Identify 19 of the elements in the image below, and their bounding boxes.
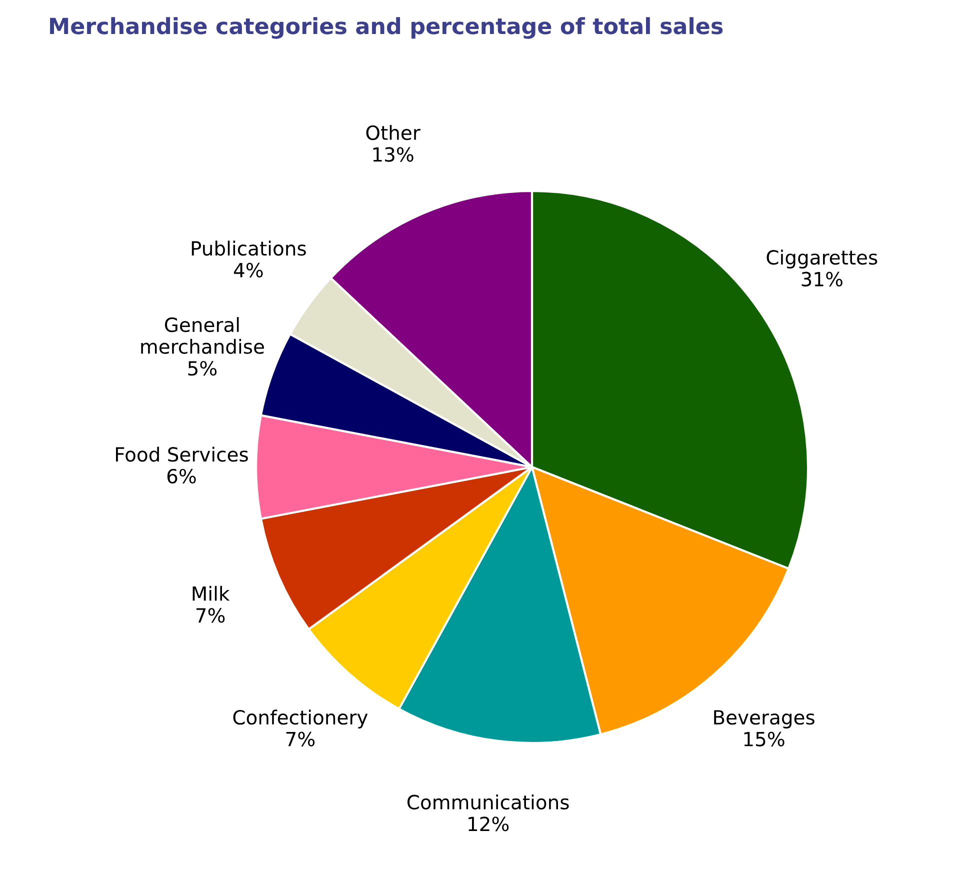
data-label: 12% (468, 816, 509, 832)
slice-label: Beverages (714, 710, 814, 728)
slice-label: Milk (192, 586, 230, 601)
data-label: 31% (802, 272, 842, 287)
data-label: 7% (196, 608, 225, 623)
data-label: 5% (188, 360, 217, 376)
slice-label: Ciggarettes (766, 250, 878, 268)
data-label: 13% (373, 147, 414, 162)
data-label: 6% (167, 468, 196, 484)
slice-label: General merchandise (141, 317, 264, 354)
slice-label: Food Services (116, 446, 248, 462)
slice-label: Confectionery (233, 710, 368, 728)
data-label: 7% (286, 732, 315, 746)
slice-label: Other (366, 125, 420, 140)
chart-title: Merchandise categories and percentage of total sales (50, 17, 723, 39)
data-label: 15% (744, 732, 784, 746)
data-label: 4% (234, 262, 263, 278)
slice-label: Publications (192, 240, 306, 256)
slice-label: Communications (407, 794, 569, 810)
